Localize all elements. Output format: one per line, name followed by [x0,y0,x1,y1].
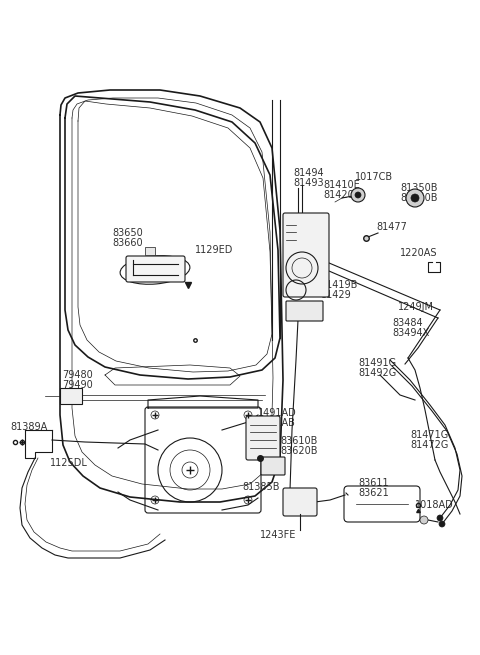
FancyBboxPatch shape [283,213,329,297]
Text: 81471G: 81471G [410,430,448,440]
Text: 1018AD: 1018AD [415,500,454,510]
Text: 81494: 81494 [293,168,324,178]
FancyBboxPatch shape [126,256,185,282]
Text: 81429: 81429 [320,290,351,300]
Text: 83621: 83621 [358,488,389,498]
Bar [60,388,82,404]
Circle shape [411,194,419,202]
FancyBboxPatch shape [283,488,317,516]
Circle shape [406,189,424,207]
Text: 1249JM: 1249JM [398,302,434,312]
Text: 81410E: 81410E [323,180,360,190]
FancyBboxPatch shape [261,457,285,475]
FancyBboxPatch shape [246,416,280,460]
Text: 83494X: 83494X [392,328,429,338]
Text: 83610B: 83610B [280,436,317,446]
Text: 1243FE: 1243FE [260,530,296,540]
Bar [145,247,155,255]
Text: 81385B: 81385B [242,482,279,492]
Text: 81477: 81477 [376,222,407,232]
Text: 83484: 83484 [392,318,422,328]
Text: 79480: 79480 [62,370,93,380]
Text: 1017CB: 1017CB [355,172,393,182]
Text: 1220AS: 1220AS [400,248,437,258]
Text: 81491G: 81491G [358,358,396,368]
Text: 81350B: 81350B [400,183,437,193]
Text: 81419B: 81419B [320,280,358,290]
Text: 81493: 81493 [293,178,324,188]
Text: 1491AD: 1491AD [258,408,297,418]
Text: 1125DL: 1125DL [50,458,88,468]
Circle shape [420,516,428,524]
Text: 81492G: 81492G [358,368,396,378]
Text: 1491AB: 1491AB [258,418,296,428]
FancyBboxPatch shape [286,301,323,321]
Text: 81389A: 81389A [10,422,47,432]
Text: 83650: 83650 [112,228,143,238]
Text: 81472G: 81472G [410,440,448,450]
Circle shape [351,188,365,202]
Text: 83660: 83660 [112,238,143,248]
Text: 83611: 83611 [358,478,389,488]
Text: 1129ED: 1129ED [195,245,233,255]
Text: 81350B: 81350B [400,193,437,203]
Circle shape [439,521,445,527]
Text: 79490: 79490 [62,380,93,390]
Text: 83620B: 83620B [280,446,317,456]
Text: 81420E: 81420E [323,190,360,200]
Circle shape [437,515,443,521]
Circle shape [355,192,361,198]
